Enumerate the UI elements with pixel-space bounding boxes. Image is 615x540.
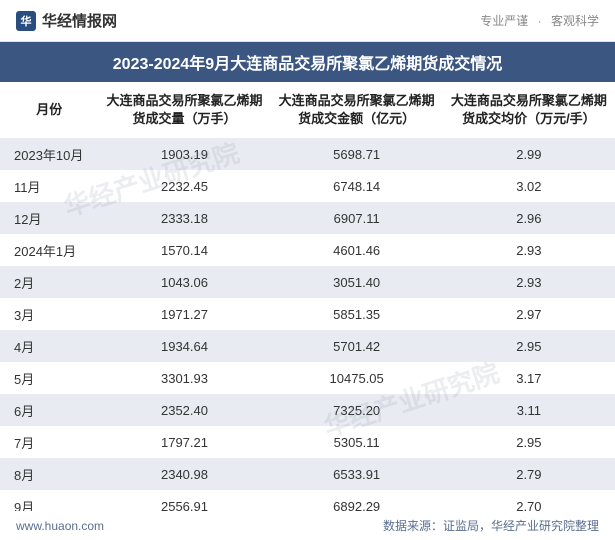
footer-source: 数据来源：证监局，华经产业研究院整理 bbox=[383, 517, 599, 534]
cell-value: 2.93 bbox=[443, 234, 615, 266]
table-header-row: 月份 大连商品交易所聚氯乙烯期货成交量（万手） 大连商品交易所聚氯乙烯期货成交金… bbox=[0, 82, 615, 138]
cell-value: 2.96 bbox=[443, 202, 615, 234]
cell-value: 2232.45 bbox=[98, 170, 270, 202]
page-footer: www.huaon.com 数据来源：证监局，华经产业研究院整理 bbox=[0, 511, 615, 540]
cell-value: 5698.71 bbox=[271, 138, 443, 170]
cell-month: 7月 bbox=[0, 426, 98, 458]
cell-value: 5851.35 bbox=[271, 298, 443, 330]
cell-month: 12月 bbox=[0, 202, 98, 234]
col-header-volume: 大连商品交易所聚氯乙烯期货成交量（万手） bbox=[98, 82, 270, 138]
cell-value: 7325.20 bbox=[271, 394, 443, 426]
cell-value: 3.02 bbox=[443, 170, 615, 202]
cell-month: 4月 bbox=[0, 330, 98, 362]
cell-value: 4601.46 bbox=[271, 234, 443, 266]
cell-month: 11月 bbox=[0, 170, 98, 202]
col-header-month: 月份 bbox=[0, 82, 98, 138]
cell-value: 5305.11 bbox=[271, 426, 443, 458]
header-tagline: 专业严谨 · 客观科学 bbox=[480, 12, 599, 29]
table-body: 2023年10月1903.195698.712.9911月2232.456748… bbox=[0, 138, 615, 522]
table-row: 6月2352.407325.203.11 bbox=[0, 394, 615, 426]
table-row: 3月1971.275851.352.97 bbox=[0, 298, 615, 330]
cell-month: 2024年1月 bbox=[0, 234, 98, 266]
cell-value: 2.93 bbox=[443, 266, 615, 298]
cell-value: 1570.14 bbox=[98, 234, 270, 266]
cell-value: 2.79 bbox=[443, 458, 615, 490]
cell-value: 2.95 bbox=[443, 330, 615, 362]
logo-icon: 华 bbox=[16, 11, 36, 31]
cell-value: 6748.14 bbox=[271, 170, 443, 202]
cell-value: 2.95 bbox=[443, 426, 615, 458]
table-row: 11月2232.456748.143.02 bbox=[0, 170, 615, 202]
table-row: 5月3301.9310475.053.17 bbox=[0, 362, 615, 394]
table-row: 4月1934.645701.422.95 bbox=[0, 330, 615, 362]
data-table: 月份 大连商品交易所聚氯乙烯期货成交量（万手） 大连商品交易所聚氯乙烯期货成交金… bbox=[0, 82, 615, 522]
cell-month: 2月 bbox=[0, 266, 98, 298]
cell-value: 3.11 bbox=[443, 394, 615, 426]
cell-value: 2.99 bbox=[443, 138, 615, 170]
site-header: 华 华经情报网 专业严谨 · 客观科学 bbox=[0, 0, 615, 42]
cell-month: 6月 bbox=[0, 394, 98, 426]
col-header-avgprice: 大连商品交易所聚氯乙烯期货成交均价（万元/手） bbox=[443, 82, 615, 138]
cell-value: 3301.93 bbox=[98, 362, 270, 394]
page-title: 2023-2024年9月大连商品交易所聚氯乙烯期货成交情况 bbox=[0, 42, 615, 82]
cell-value: 1934.64 bbox=[98, 330, 270, 362]
cell-month: 8月 bbox=[0, 458, 98, 490]
col-header-amount: 大连商品交易所聚氯乙烯期货成交金额（亿元） bbox=[271, 82, 443, 138]
cell-value: 3051.40 bbox=[271, 266, 443, 298]
cell-month: 3月 bbox=[0, 298, 98, 330]
tagline-1: 专业严谨 bbox=[480, 14, 528, 28]
cell-value: 3.17 bbox=[443, 362, 615, 394]
cell-value: 1971.27 bbox=[98, 298, 270, 330]
tagline-separator: · bbox=[538, 14, 542, 28]
cell-value: 2352.40 bbox=[98, 394, 270, 426]
cell-month: 5月 bbox=[0, 362, 98, 394]
cell-value: 1797.21 bbox=[98, 426, 270, 458]
table-row: 2023年10月1903.195698.712.99 bbox=[0, 138, 615, 170]
table-row: 2月1043.063051.402.93 bbox=[0, 266, 615, 298]
cell-value: 6907.11 bbox=[271, 202, 443, 234]
tagline-2: 客观科学 bbox=[551, 14, 599, 28]
site-name: 华经情报网 bbox=[42, 10, 117, 31]
cell-month: 2023年10月 bbox=[0, 138, 98, 170]
cell-value: 1043.06 bbox=[98, 266, 270, 298]
cell-value: 2333.18 bbox=[98, 202, 270, 234]
footer-url: www.huaon.com bbox=[16, 519, 104, 533]
table-row: 2024年1月1570.144601.462.93 bbox=[0, 234, 615, 266]
cell-value: 1903.19 bbox=[98, 138, 270, 170]
table-row: 7月1797.215305.112.95 bbox=[0, 426, 615, 458]
table-row: 12月2333.186907.112.96 bbox=[0, 202, 615, 234]
cell-value: 10475.05 bbox=[271, 362, 443, 394]
data-table-container: 月份 大连商品交易所聚氯乙烯期货成交量（万手） 大连商品交易所聚氯乙烯期货成交金… bbox=[0, 82, 615, 522]
cell-value: 6533.91 bbox=[271, 458, 443, 490]
cell-value: 2340.98 bbox=[98, 458, 270, 490]
logo-area: 华 华经情报网 bbox=[16, 10, 117, 31]
table-row: 8月2340.986533.912.79 bbox=[0, 458, 615, 490]
cell-value: 5701.42 bbox=[271, 330, 443, 362]
cell-value: 2.97 bbox=[443, 298, 615, 330]
